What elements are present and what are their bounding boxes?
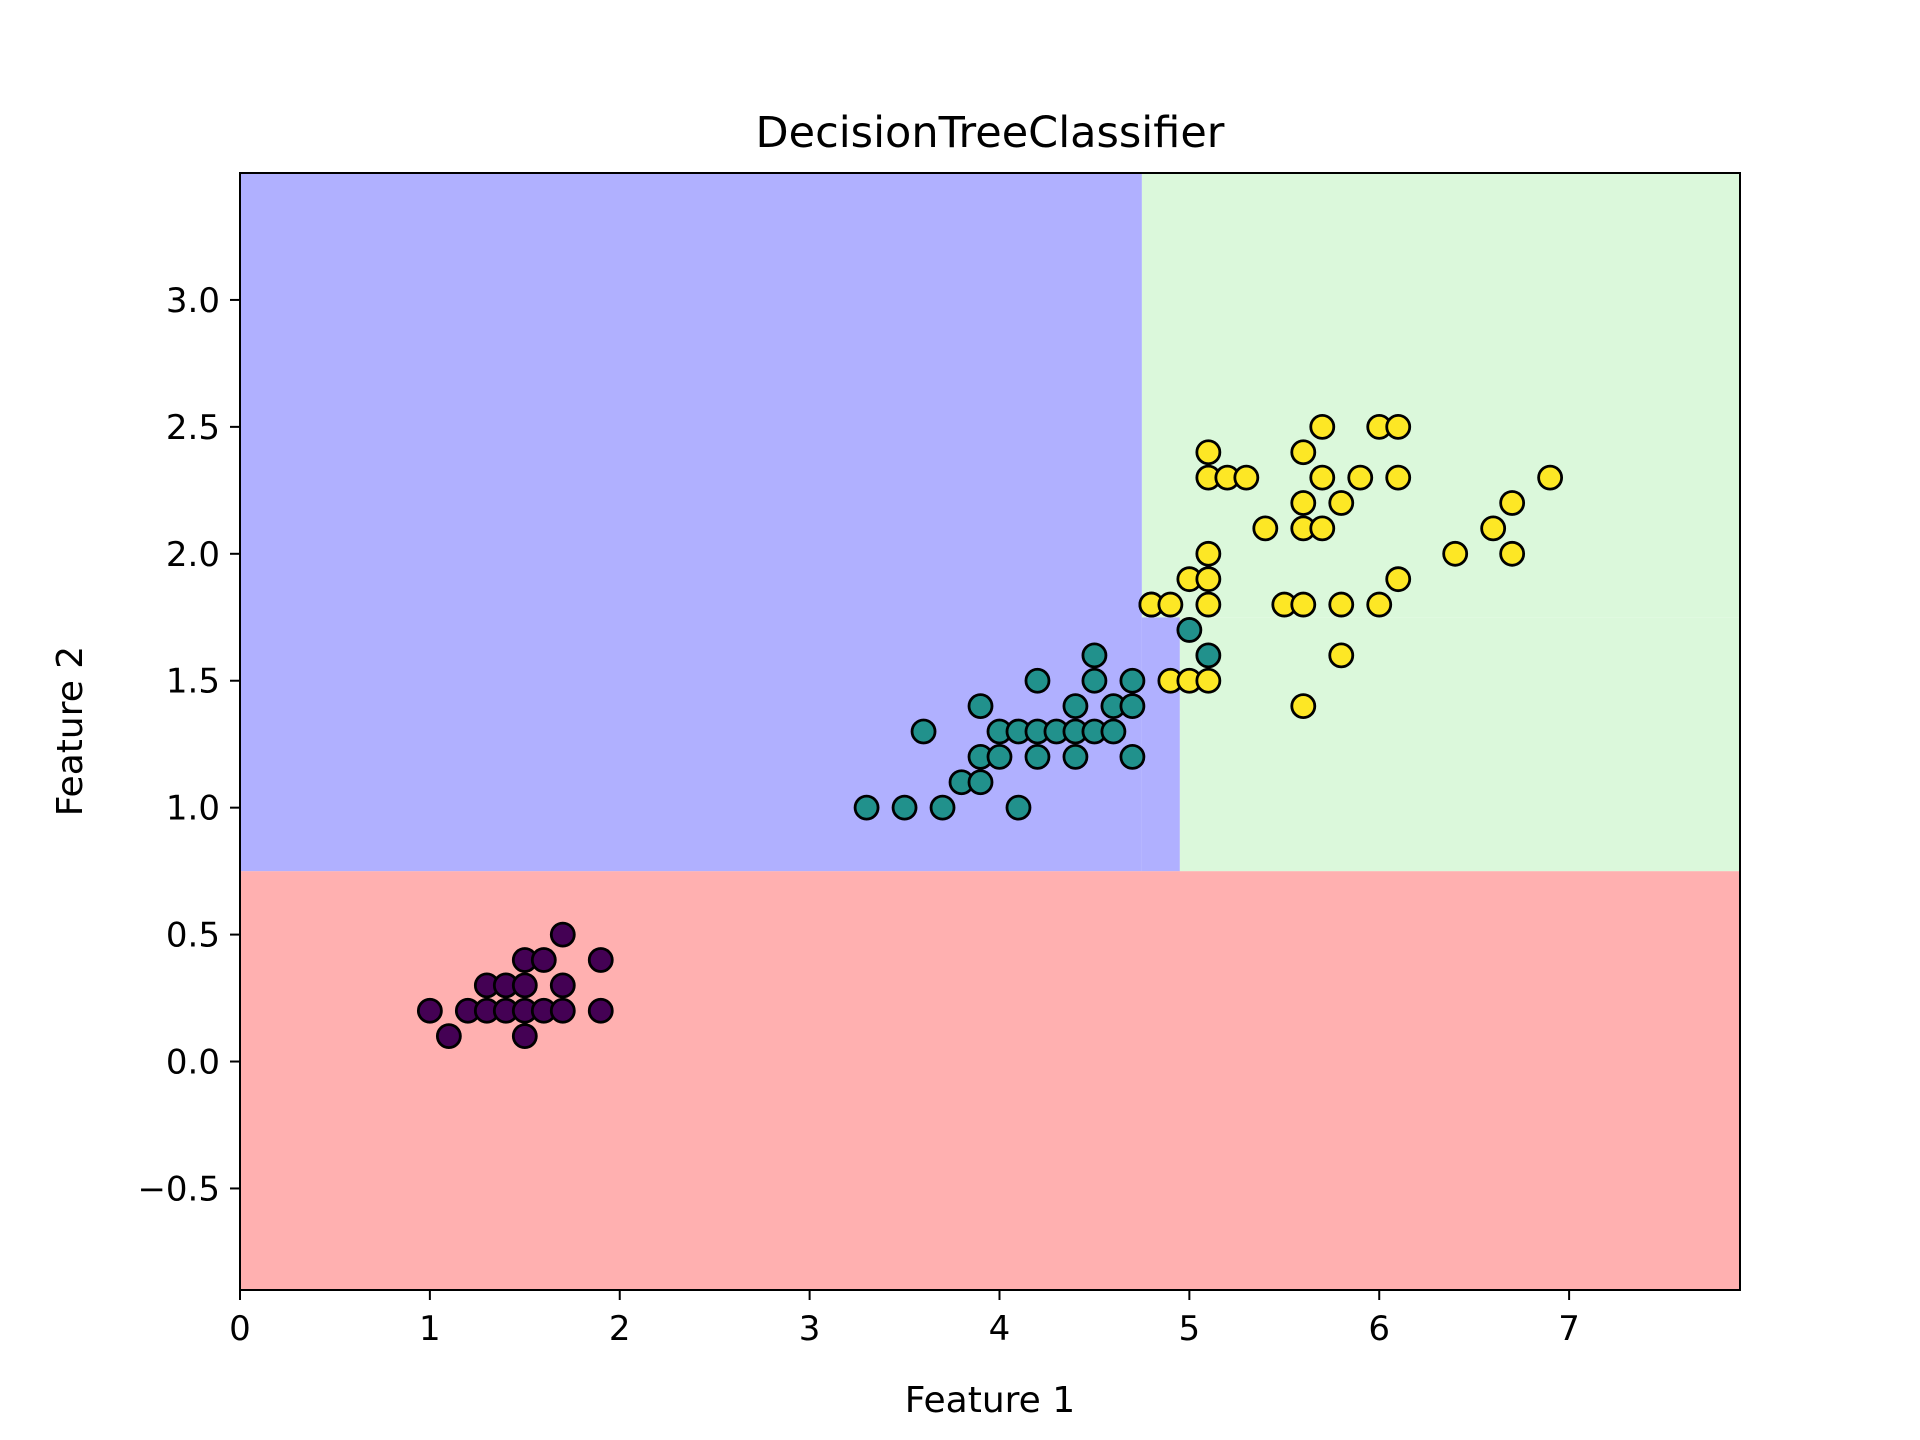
point-class-2 <box>1309 464 1336 491</box>
point-class-2 <box>1290 490 1317 516</box>
y-tick-label: 1.0 <box>166 789 220 829</box>
point-class-2 <box>1442 540 1469 567</box>
x-tick-label: 7 <box>1558 1309 1580 1349</box>
point-class-0 <box>511 972 538 999</box>
point-class-2 <box>1499 490 1526 516</box>
point-class-1 <box>967 769 994 796</box>
point-class-1 <box>1119 743 1146 770</box>
point-class-2 <box>1309 515 1336 542</box>
y-tick-label: 3.0 <box>166 281 220 321</box>
point-class-2 <box>1290 591 1317 618</box>
decision-region-class-1-2 <box>1141 617 1180 872</box>
chart-title: DecisionTreeClassifier <box>756 108 1225 158</box>
y-tick-label: 0.5 <box>166 916 220 956</box>
point-class-1 <box>1195 642 1222 669</box>
point-class-2 <box>1233 464 1260 491</box>
point-class-0 <box>549 972 576 999</box>
point-class-1 <box>1005 794 1032 821</box>
point-class-2 <box>1328 642 1355 669</box>
point-class-1 <box>1062 743 1089 770</box>
x-tick-label: 5 <box>1179 1309 1201 1349</box>
point-class-0 <box>549 921 576 948</box>
point-class-2 <box>1157 591 1184 618</box>
point-class-0 <box>416 997 443 1024</box>
point-class-1 <box>1100 718 1127 745</box>
point-class-2 <box>1366 591 1393 618</box>
point-class-2 <box>1195 566 1222 593</box>
point-class-1 <box>1119 693 1146 720</box>
point-class-1 <box>1081 642 1108 669</box>
point-class-2 <box>1480 515 1507 542</box>
point-class-2 <box>1290 693 1317 720</box>
decision-region-class-2-3 <box>1141 173 1740 618</box>
point-class-1 <box>1024 667 1051 694</box>
y-axis-label: Feature 2 <box>50 646 91 816</box>
x-tick-label: 4 <box>989 1309 1011 1349</box>
point-class-1 <box>967 693 994 720</box>
point-class-1 <box>1081 667 1108 694</box>
point-class-2 <box>1195 540 1222 567</box>
point-class-1 <box>986 743 1013 770</box>
decision-regions <box>240 173 1740 1290</box>
point-class-2 <box>1328 591 1355 618</box>
x-tick-label: 6 <box>1368 1309 1390 1349</box>
point-class-0 <box>549 997 576 1024</box>
scatter-points <box>416 413 1564 1050</box>
y-tick-label: 2.0 <box>166 535 220 575</box>
x-tick-label: 0 <box>229 1309 251 1349</box>
x-axis-label: Feature 1 <box>905 1380 1075 1421</box>
point-class-2 <box>1537 464 1564 491</box>
point-class-2 <box>1385 464 1412 491</box>
point-class-0 <box>587 947 614 973</box>
point-class-2 <box>1499 540 1526 567</box>
point-class-2 <box>1290 439 1317 466</box>
point-class-2 <box>1309 413 1336 440</box>
plot-frame <box>239 172 1741 1291</box>
point-class-2 <box>1252 515 1279 542</box>
point-class-0 <box>511 1023 538 1050</box>
y-tick-label: −0.5 <box>137 1169 220 1209</box>
point-class-1 <box>929 794 956 821</box>
x-tick-label: 3 <box>799 1309 821 1349</box>
point-class-2 <box>1385 566 1412 593</box>
point-class-2 <box>1195 591 1222 618</box>
point-class-1 <box>1176 617 1203 643</box>
point-class-1 <box>1062 693 1089 720</box>
point-class-1 <box>891 794 918 821</box>
decision-region-class-0-0 <box>240 871 1740 1290</box>
point-class-1 <box>910 718 937 745</box>
point-class-2 <box>1385 413 1412 440</box>
x-axis-ticks: 0 1 2 3 4 5 6 7 <box>229 1290 1580 1349</box>
point-class-0 <box>587 997 614 1024</box>
point-class-2 <box>1328 490 1355 516</box>
x-tick-label: 1 <box>419 1309 441 1349</box>
y-tick-label: 1.5 <box>166 662 220 702</box>
y-axis-ticks: −0.5 0.0 0.5 1.0 1.5 2.0 2.5 3.0 <box>137 281 240 1209</box>
y-tick-label: 2.5 <box>166 408 220 448</box>
point-class-1 <box>1024 743 1051 770</box>
point-class-1 <box>1119 667 1146 694</box>
decision-region-class-2-4 <box>1179 617 1740 872</box>
point-class-2 <box>1195 439 1222 466</box>
y-tick-label: 0.0 <box>166 1043 220 1083</box>
point-class-2 <box>1347 464 1374 491</box>
point-class-0 <box>530 947 557 973</box>
point-class-1 <box>853 794 880 821</box>
point-class-2 <box>1195 667 1222 694</box>
x-tick-label: 2 <box>609 1309 631 1349</box>
point-class-0 <box>435 1023 462 1050</box>
